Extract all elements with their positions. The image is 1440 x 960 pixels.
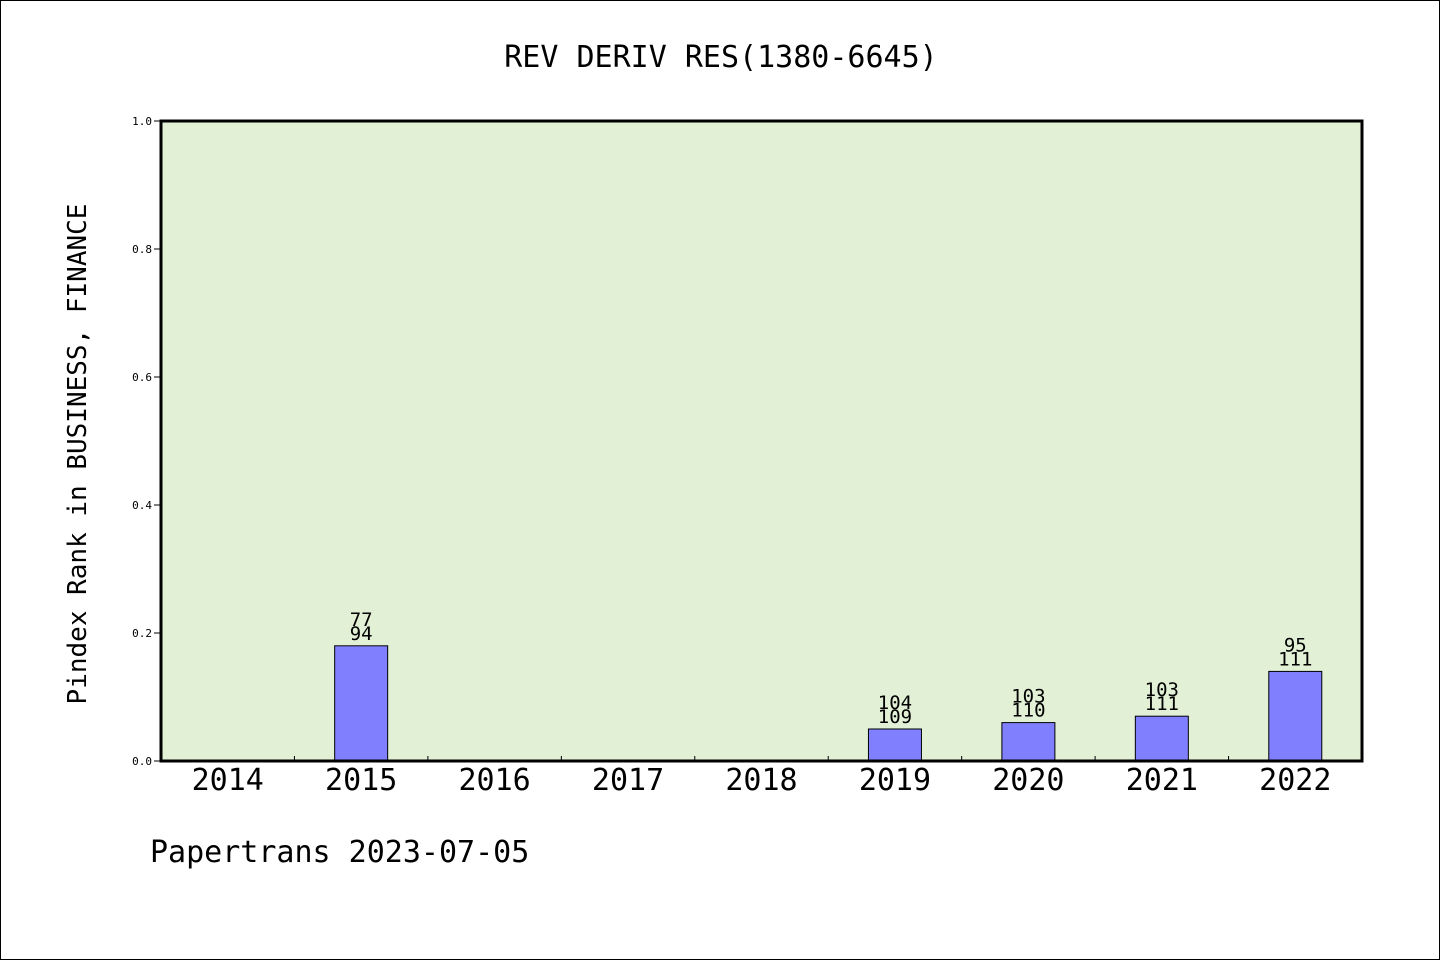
x-tick-label: 2015 xyxy=(325,763,397,798)
x-tick-label: 2021 xyxy=(1126,763,1198,798)
x-tick-label: 2020 xyxy=(992,763,1064,798)
bar-label-bottom: 111 xyxy=(1278,648,1312,670)
y-tick-label: 0.0 xyxy=(132,755,152,768)
bar xyxy=(1001,722,1056,762)
plot-border xyxy=(159,119,1364,763)
bar-label-bottom: 111 xyxy=(1145,693,1179,715)
x-tick-label: 2019 xyxy=(859,763,931,798)
footer-text: Papertrans 2023-07-05 xyxy=(150,835,530,870)
x-tick-label: 2017 xyxy=(592,763,664,798)
bar xyxy=(1134,715,1189,762)
x-tick-label: 2014 xyxy=(192,763,264,798)
bar-label-top: 77 xyxy=(350,609,373,631)
y-tick-label: 0.2 xyxy=(132,627,152,640)
y-tick-label: 0.8 xyxy=(132,243,152,256)
bar-label-top: 104 xyxy=(878,692,912,714)
x-tick-label: 2022 xyxy=(1259,763,1331,798)
y-tick-label: 0.6 xyxy=(132,371,152,384)
labels-layer: 0.0 0.2 0.4 0.6 0.8 1.0 2014 2015 2016 2017 2018 20… xyxy=(132,115,1331,798)
bar-label-bottom: 110 xyxy=(1011,700,1045,722)
x-tick-label: 2018 xyxy=(725,763,797,798)
bar-label-top: 103 xyxy=(1145,679,1179,701)
bar xyxy=(867,728,922,762)
bars-layer xyxy=(334,645,1323,762)
bar-label-top: 95 xyxy=(1284,634,1307,656)
chart-title: REV DERIV RES(1380-6645) xyxy=(504,40,937,75)
bar-label-bottom: 109 xyxy=(878,706,912,728)
y-tick-label: 0.4 xyxy=(132,499,152,512)
y-axis-label: Pindex Rank in BUSINESS, FINANCE xyxy=(63,204,93,705)
bar-label-top: 103 xyxy=(1011,686,1045,708)
bar xyxy=(1268,670,1323,762)
bar-label-bottom: 94 xyxy=(350,623,373,645)
y-tick-label: 1.0 xyxy=(132,115,152,128)
bar xyxy=(334,645,389,762)
x-tick-label: 2016 xyxy=(458,763,530,798)
